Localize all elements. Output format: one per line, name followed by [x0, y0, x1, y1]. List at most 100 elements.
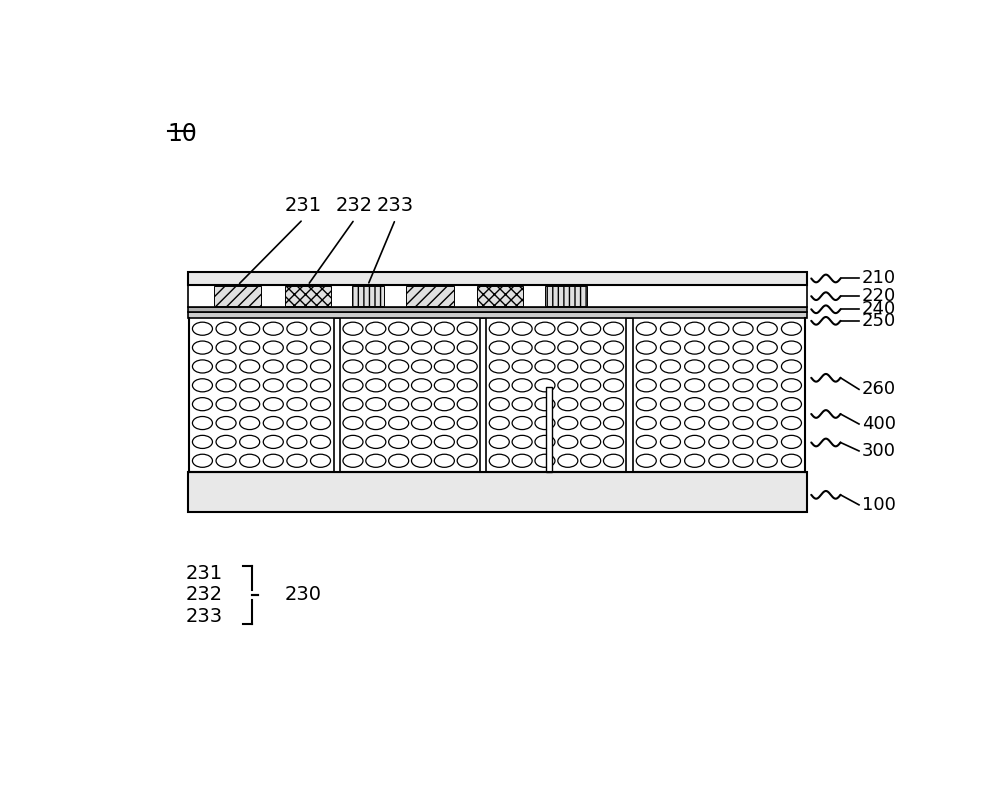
Ellipse shape [603, 360, 624, 373]
Ellipse shape [240, 454, 260, 467]
Ellipse shape [412, 454, 432, 467]
Ellipse shape [558, 322, 578, 335]
Ellipse shape [512, 416, 532, 430]
Ellipse shape [685, 397, 705, 411]
Ellipse shape [512, 435, 532, 449]
Ellipse shape [343, 454, 363, 467]
Ellipse shape [343, 379, 363, 392]
Ellipse shape [709, 416, 729, 430]
Ellipse shape [216, 454, 236, 467]
Ellipse shape [685, 322, 705, 335]
Ellipse shape [263, 435, 283, 449]
Ellipse shape [660, 360, 680, 373]
Ellipse shape [192, 454, 212, 467]
Ellipse shape [757, 360, 777, 373]
Ellipse shape [581, 454, 601, 467]
Ellipse shape [535, 435, 555, 449]
Ellipse shape [512, 322, 532, 335]
Bar [188, 471, 807, 512]
Ellipse shape [512, 397, 532, 411]
Ellipse shape [636, 341, 656, 354]
Ellipse shape [311, 360, 331, 373]
Bar [188, 272, 807, 286]
Ellipse shape [287, 435, 307, 449]
Ellipse shape [192, 360, 212, 373]
Ellipse shape [287, 322, 307, 335]
Text: 231: 231 [284, 195, 322, 215]
Ellipse shape [757, 397, 777, 411]
Text: 100: 100 [862, 496, 896, 514]
Ellipse shape [603, 435, 624, 449]
Ellipse shape [311, 397, 331, 411]
Ellipse shape [685, 435, 705, 449]
Ellipse shape [757, 341, 777, 354]
Ellipse shape [636, 435, 656, 449]
Text: 230: 230 [285, 586, 322, 604]
Bar [188, 286, 807, 307]
Ellipse shape [733, 397, 753, 411]
Ellipse shape [240, 341, 260, 354]
Ellipse shape [781, 416, 801, 430]
Ellipse shape [389, 341, 409, 354]
Ellipse shape [366, 379, 386, 392]
Ellipse shape [660, 397, 680, 411]
Ellipse shape [412, 416, 432, 430]
Ellipse shape [457, 416, 477, 430]
Ellipse shape [535, 379, 555, 392]
Ellipse shape [636, 322, 656, 335]
Ellipse shape [660, 435, 680, 449]
Ellipse shape [781, 341, 801, 354]
Ellipse shape [412, 360, 432, 373]
Text: 231: 231 [185, 563, 222, 583]
Ellipse shape [240, 379, 260, 392]
Ellipse shape [287, 416, 307, 430]
Ellipse shape [660, 322, 680, 335]
Ellipse shape [512, 341, 532, 354]
Ellipse shape [457, 454, 477, 467]
Ellipse shape [781, 322, 801, 335]
Ellipse shape [581, 397, 601, 411]
Ellipse shape [709, 341, 729, 354]
Ellipse shape [685, 454, 705, 467]
Ellipse shape [366, 397, 386, 411]
Bar [545, 286, 587, 306]
Ellipse shape [457, 322, 477, 335]
Ellipse shape [389, 397, 409, 411]
Text: 220: 220 [862, 287, 896, 305]
Ellipse shape [685, 341, 705, 354]
Ellipse shape [558, 454, 578, 467]
Bar [214, 286, 261, 306]
Ellipse shape [733, 379, 753, 392]
Ellipse shape [434, 341, 454, 354]
Bar [352, 286, 384, 306]
Ellipse shape [240, 360, 260, 373]
Ellipse shape [192, 322, 212, 335]
Ellipse shape [489, 397, 509, 411]
Ellipse shape [512, 379, 532, 392]
Ellipse shape [311, 379, 331, 392]
Ellipse shape [389, 322, 409, 335]
Ellipse shape [535, 341, 555, 354]
Ellipse shape [757, 454, 777, 467]
Ellipse shape [389, 379, 409, 392]
Ellipse shape [457, 435, 477, 449]
Ellipse shape [709, 379, 729, 392]
Ellipse shape [757, 322, 777, 335]
Ellipse shape [558, 341, 578, 354]
Text: 10: 10 [168, 122, 197, 146]
Ellipse shape [512, 360, 532, 373]
Ellipse shape [263, 341, 283, 354]
Ellipse shape [489, 322, 509, 335]
Text: 210: 210 [862, 269, 896, 287]
Ellipse shape [263, 416, 283, 430]
Bar [546, 387, 552, 471]
Text: 400: 400 [862, 415, 896, 433]
Ellipse shape [581, 416, 601, 430]
Ellipse shape [660, 341, 680, 354]
Ellipse shape [263, 454, 283, 467]
Ellipse shape [366, 322, 386, 335]
Ellipse shape [581, 379, 601, 392]
Ellipse shape [389, 416, 409, 430]
Ellipse shape [216, 435, 236, 449]
Ellipse shape [434, 435, 454, 449]
